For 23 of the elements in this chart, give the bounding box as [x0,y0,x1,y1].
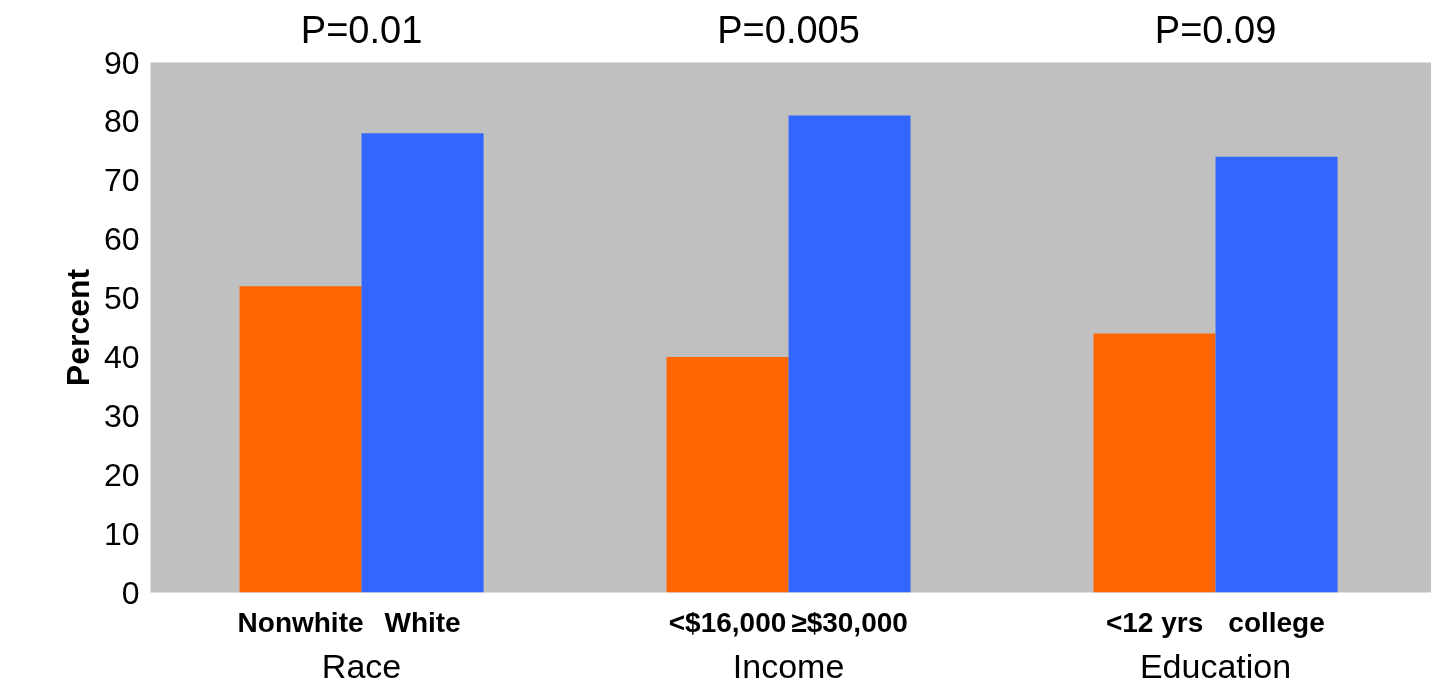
x-tick-label: <$16,000 [668,606,787,638]
text: Race [321,646,402,685]
x-tick-label: <12 yrs [1105,606,1204,638]
y-tick-label: 20 [103,456,140,493]
y-tick-label: 90 [103,44,140,81]
y-tick-label: 80 [103,103,140,140]
x-tick-label: college [1228,606,1325,638]
x-tick-label: ≥$30,000 [791,606,908,638]
x-tick-label: White [384,606,461,638]
y-axis-title: Percent [59,268,96,387]
x-tick-label: Nonwhite [237,606,364,638]
text: P=0.01 [300,8,423,51]
text: Income [732,646,845,685]
text: Education [1139,646,1292,685]
y-tick-label: 10 [103,515,140,552]
y-tick-label: 50 [103,280,140,317]
y-tick-label: 60 [103,221,140,258]
y-tick-label: 70 [103,162,140,199]
text: P=0.09 [1154,8,1277,51]
y-tick-label: 30 [103,397,140,434]
y-tick-label: 40 [103,338,140,375]
y-tick-label: 0 [121,574,140,611]
text: P=0.005 [717,8,860,51]
